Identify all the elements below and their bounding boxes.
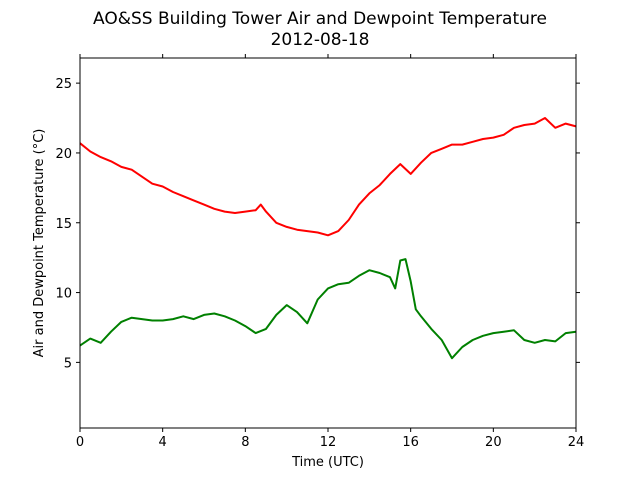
x-tick-label: 0: [76, 435, 84, 450]
series-line-2: [79, 258, 577, 360]
x-axis-label: Time (UTC): [291, 455, 364, 470]
x-tick-label: 24: [568, 435, 585, 450]
series-layer: [79, 117, 577, 360]
tick-layer: 0 4 8 12 16 20 24 5 10 15 20 25: [55, 54, 584, 450]
y-tick-label: 25: [55, 77, 72, 92]
y-tick-label: 10: [55, 287, 72, 302]
y-tick-label: 20: [55, 147, 72, 162]
y-axis-label: Air and Dewpoint Temperature (°C): [32, 129, 47, 358]
x-tick-label: 16: [402, 435, 419, 450]
y-tick-label: 5: [64, 356, 72, 371]
chart-subtitle: 2012-08-18: [271, 30, 370, 50]
y-tick-label: 15: [55, 217, 72, 232]
chart-title: AO&SS Building Tower Air and Dewpoint Te…: [93, 9, 547, 29]
x-tick-label: 4: [159, 435, 167, 450]
plot-frame: [79, 57, 577, 429]
x-tick-label: 8: [241, 435, 249, 450]
x-tick-label: 20: [485, 435, 502, 450]
series-line-1: [79, 117, 577, 237]
x-tick-label: 12: [320, 435, 337, 450]
